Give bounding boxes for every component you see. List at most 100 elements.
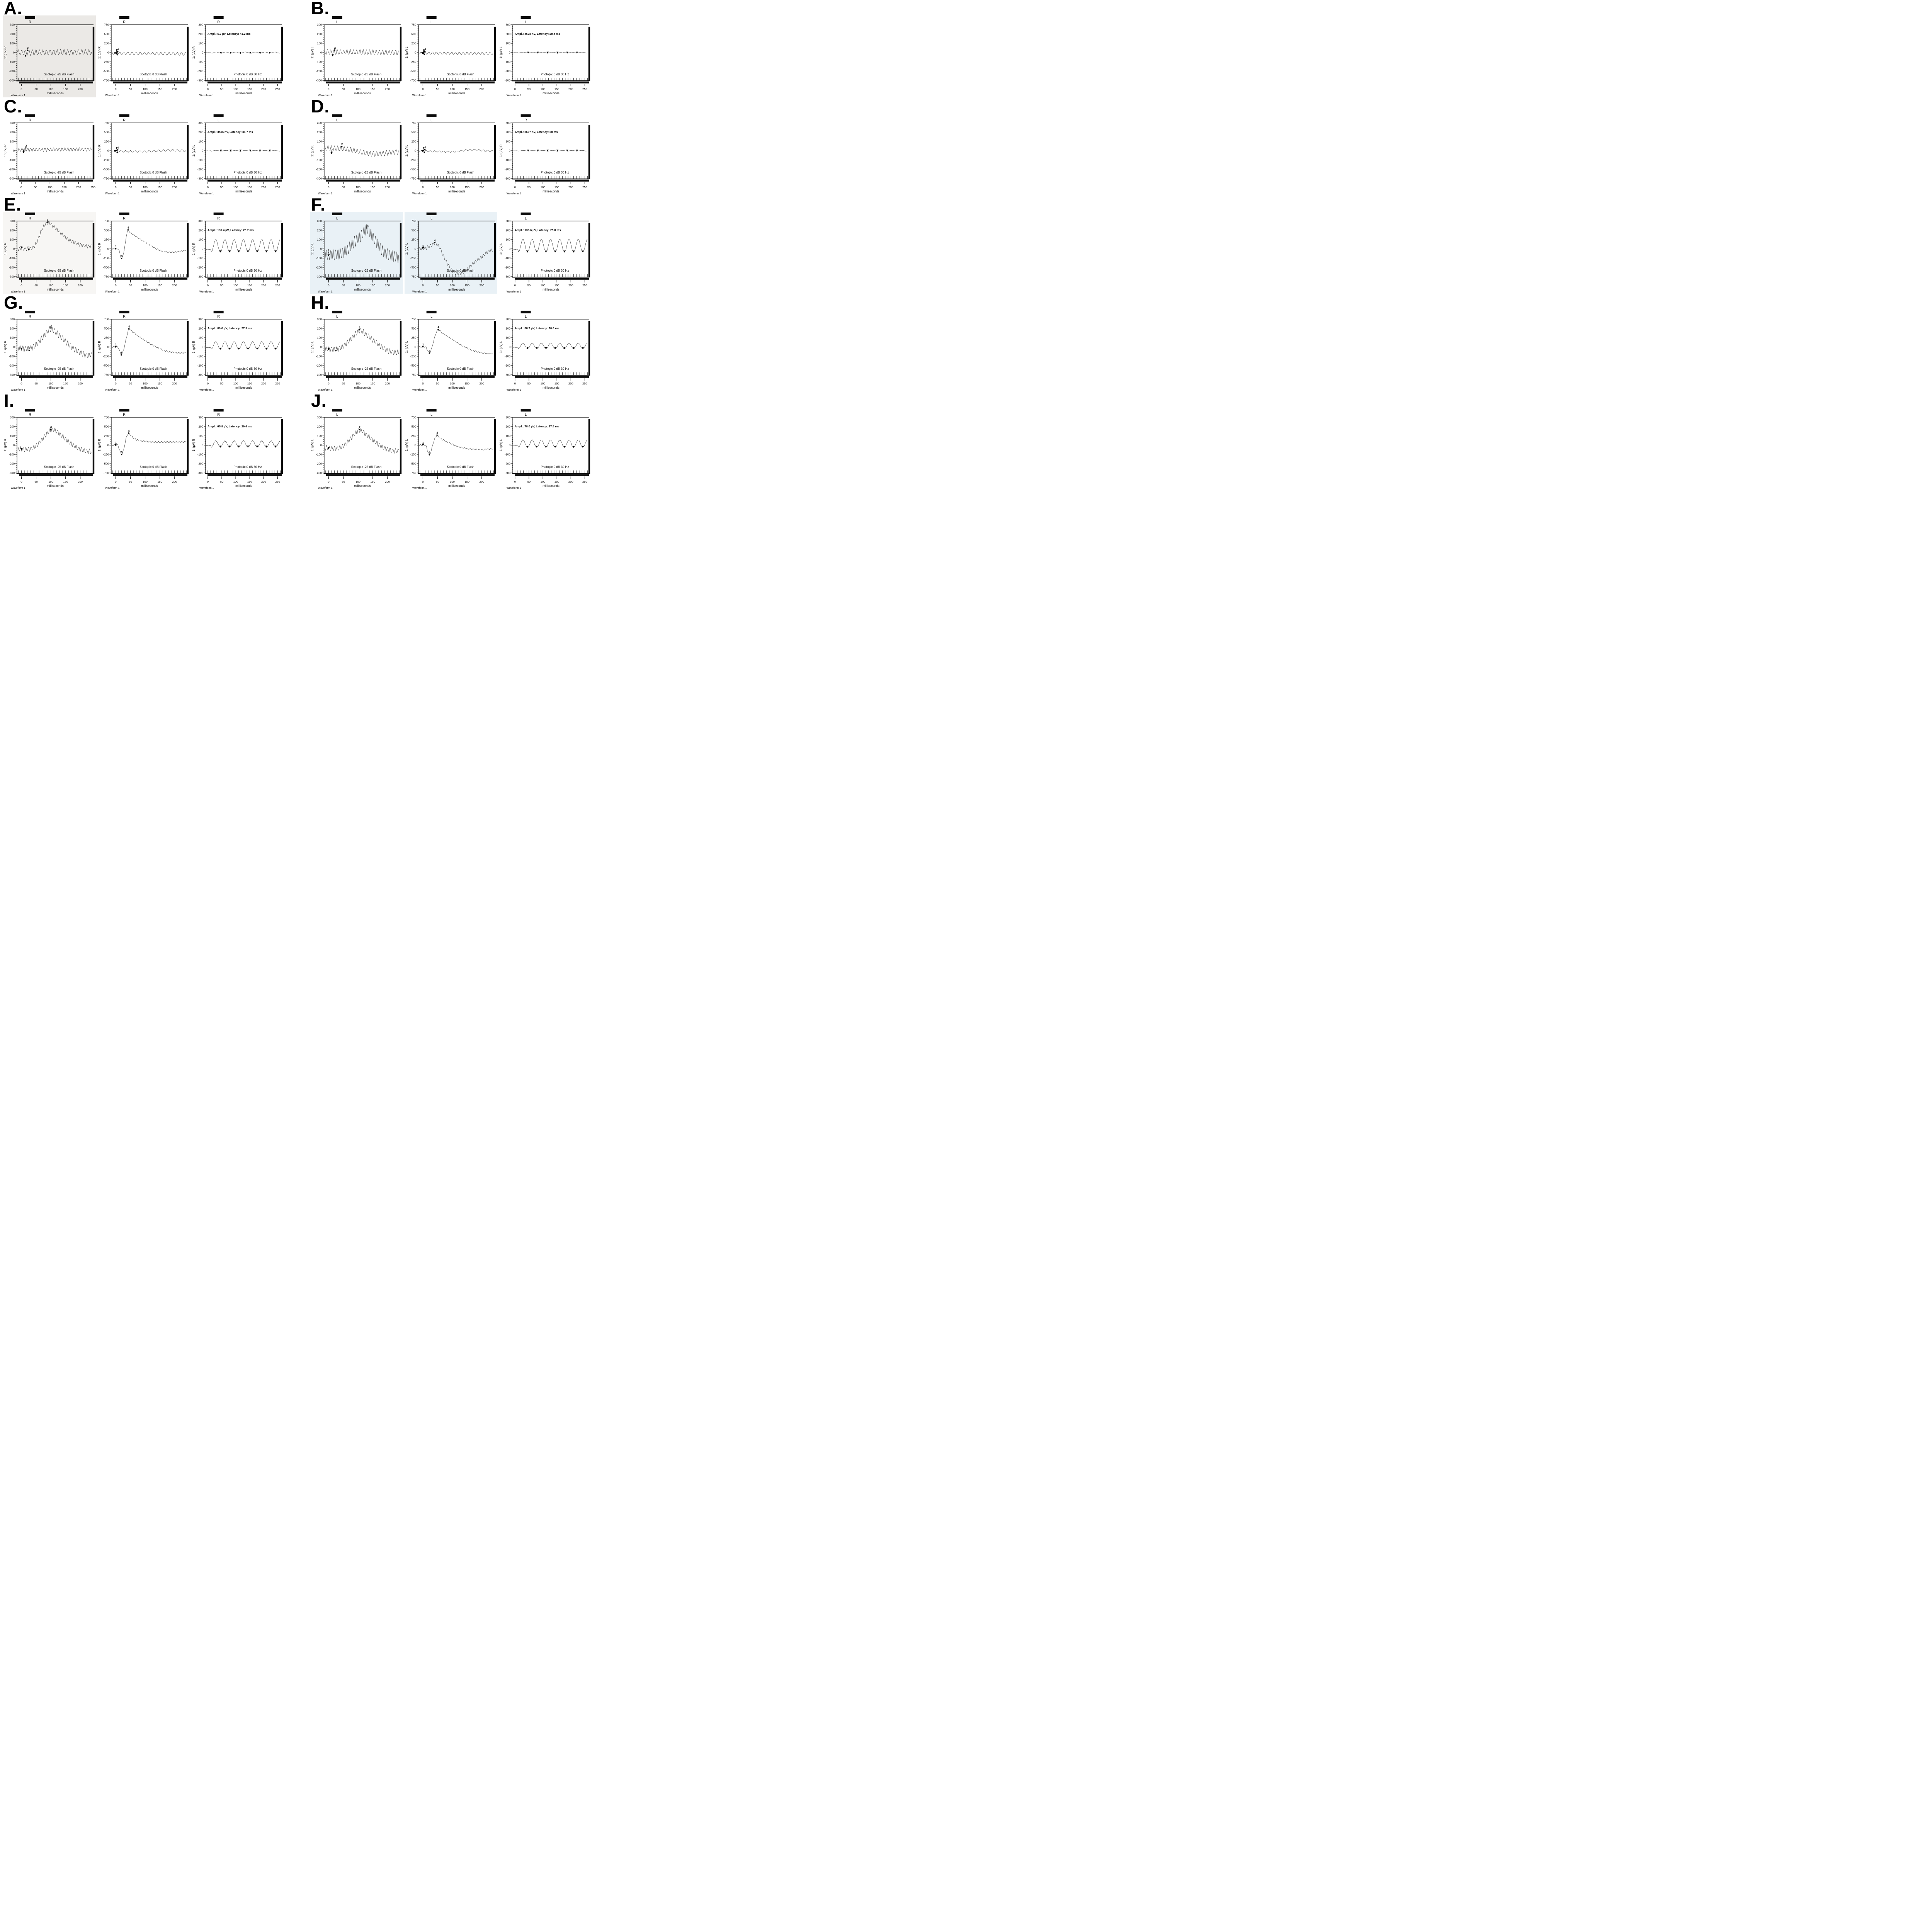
erg-subplot: L 750 500 250 0 -250 -500 -750 0 50 100 150 200 1: (µ… [405,212,497,294]
y-axis-title: 1: (µV) R [192,46,196,59]
x-tick-label: 0 [207,284,209,287]
trough-marker-icon [259,52,261,54]
protocol-caption: Scotopic 0 dB Flash [447,269,474,272]
erg-subplot: L 300 200 100 0 -100 -200 -300 0 50 100 150 200 250 1:… [192,114,284,196]
y-tick-label: -750 [103,275,109,279]
x-tick-label: 50 [129,284,132,287]
y-tick-label: 100 [10,42,15,45]
y-tick-label: -100 [505,257,510,260]
x-tick-label: 150 [157,185,162,189]
peak-marker-icon [116,152,118,153]
y-tick-label: -250 [103,257,109,260]
erg-trace [419,51,493,55]
erg-subplot: R 300 200 100 0 -100 -200 -300 0 50 100 150 200 1: (µ… [3,310,96,392]
y-tick-label: 500 [104,425,109,429]
waveform-footer: Waveform 1 [105,291,120,293]
y-tick-label: -500 [103,70,109,73]
x-tick-label: 50 [342,185,345,189]
eye-label: L [525,315,527,318]
x-tick-label: 50 [527,480,531,483]
y-tick-label: 300 [198,416,203,419]
y-tick-label: 100 [198,42,203,45]
plot-background [499,310,592,392]
x-tick-label: 100 [355,185,361,189]
protocol-caption: Scotopic -25 dB Flash [351,171,381,174]
y-tick-label: 0 [509,51,510,54]
x-tick-label: 200 [78,382,83,385]
y-tick-label: 200 [505,32,510,36]
plot-background [192,212,284,294]
scan-shadow-right [281,27,283,81]
x-tick-label: 0 [514,87,516,91]
x-tick-label: 200 [479,480,484,483]
y-tick-label: 0 [202,51,203,54]
scan-shadow-bottom [19,82,93,83]
erg-subplot: L 300 200 100 0 -100 -200 -300 0 50 100 150 200 250 1:… [499,310,592,392]
y-tick-label: -500 [103,462,109,466]
y-tick-label: 200 [198,327,203,330]
x-tick-label: 250 [275,185,280,189]
x-axis [16,473,94,474]
waveform-footer: Waveform 1 [11,389,26,391]
plot-background [310,310,403,392]
y-tick-label: -100 [9,158,15,162]
y-tick-label: 300 [10,121,15,125]
x-axis-title: milliseconds [141,190,158,193]
trough-marker-icon [219,347,221,350]
panel-label-h: H. [311,293,330,313]
x-axis [111,473,188,474]
erg-subplot: R 300 200 100 0 -100 -200 -300 0 50 100 150 200 250 1:… [192,15,284,97]
erg-trace [513,239,588,253]
x-tick-label: 0 [20,382,22,385]
panel-f-plots: L 300 200 100 0 -100 -200 -300 0 50 100 150 200 1: (µ… [310,212,596,294]
y-tick-label: 200 [10,229,15,232]
x-tick-label: 250 [582,87,587,91]
x-axis [16,375,94,376]
cursor-marker-icon [422,444,424,446]
marker-label: 2 [359,327,361,329]
erg-trace [17,49,92,56]
x-tick-label: 50 [220,284,223,287]
eye-label: L [525,216,527,220]
x-tick-label: 150 [464,185,469,189]
x-tick-label: 100 [541,480,546,483]
eye-label: R [29,216,31,220]
protocol-caption: Scotopic 0 dB Flash [447,171,474,174]
stimulus-bar-icon [426,311,437,313]
protocol-caption: Scotopic 0 dB Flash [139,367,167,371]
trough-marker-icon [238,347,240,350]
erg-subplot: R 750 500 250 0 -250 -500 -750 0 50 100 150 200 1: (µ… [97,310,190,392]
stimulus-bar-icon [25,311,35,313]
erg-trace [112,149,186,153]
y-axis-title: 1: (µV) R [98,243,101,255]
x-axis-title: milliseconds [543,386,560,389]
erg-trace [419,149,493,153]
erg-subplot: R 300 200 100 0 -100 -200 -300 0 50 100 150 200 1: (µ… [3,212,96,294]
peak-marker-icon [423,51,424,53]
y-tick-label: -250 [410,355,416,358]
y-tick-label: 750 [411,23,416,27]
y-tick-label: 100 [198,140,203,143]
y-tick-label: 0 [415,444,416,447]
waveform-footer: Waveform 1 [412,192,427,195]
cursor-marker-icon [114,248,117,250]
eye-label: R [123,413,126,417]
peak-marker-icon [436,434,438,436]
y-axis-title: 1: (µV) R [98,439,101,451]
y-tick-label: 250 [104,336,109,340]
x-tick-label: 100 [541,382,546,385]
erg-trace [325,224,399,264]
x-axis-title: milliseconds [47,484,64,488]
y-tick-label: 750 [104,121,109,125]
x-axis-title: milliseconds [543,92,560,95]
y-axis-title: 1: (µV) R [192,243,196,255]
panel-label-g: G. [4,293,24,313]
panel-label-f: F. [311,194,326,214]
y-tick-label: -500 [103,168,109,171]
x-tick-label: 150 [464,480,469,483]
y-tick-label: -300 [505,177,510,180]
y-tick-label: 0 [509,149,510,153]
y-axis-title: 1: (µV) L [192,145,196,156]
scan-shadow-bottom [515,474,589,476]
waveform-footer: Waveform 1 [11,291,26,293]
